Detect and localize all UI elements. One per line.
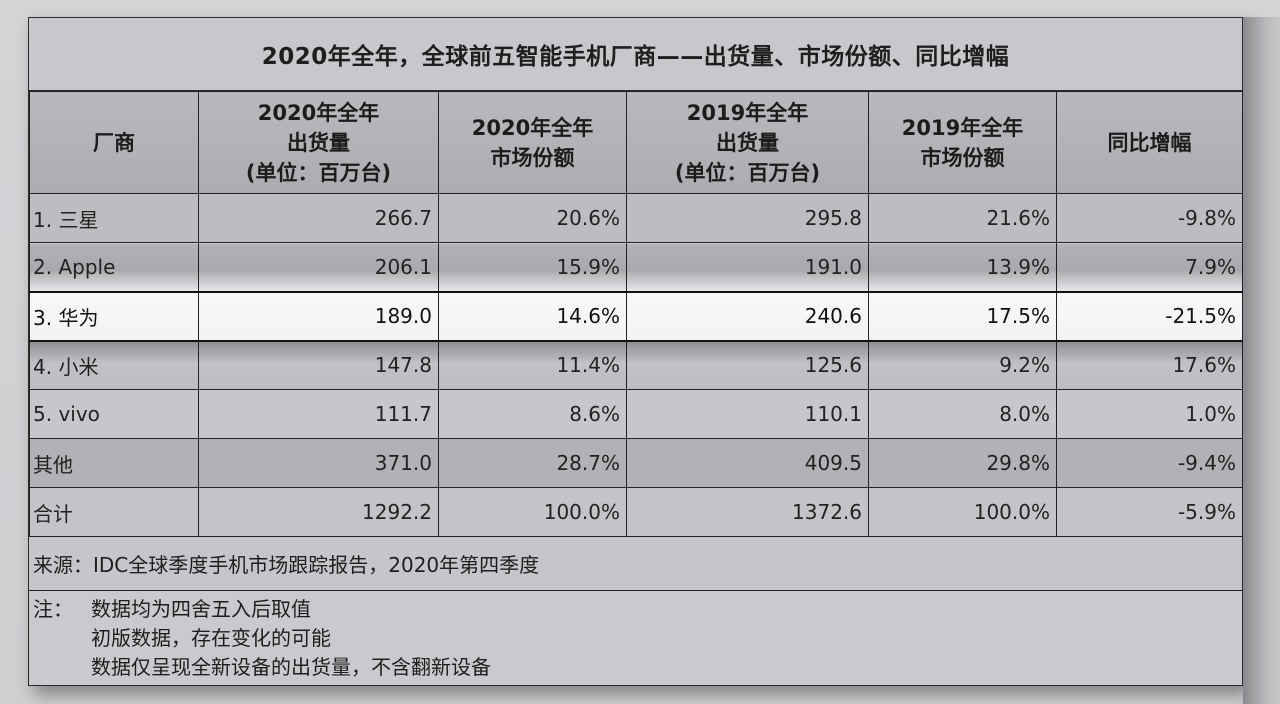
shipments-2020-cell: 206.1 [198,242,439,292]
shipments-2020-cell: 111.7 [198,389,439,439]
shipments-2019-cell: 125.6 [626,340,869,390]
shipments-2019-cell: 409.5 [626,438,869,488]
share-2020-cell: 11.4% [438,340,627,390]
vendor-cell: 1. 三星 [29,193,199,243]
header-vendor: 厂商 [29,91,199,194]
vendor-cell: 4. 小米 [29,340,199,390]
vendor-cell: 2. Apple [29,242,199,292]
shipments-2019-cell: 191.0 [626,242,869,292]
table-title: 2020年全年，全球前五智能手机厂商——出货量、市场份额、同比增幅 [29,18,1242,91]
share-2019-cell: 29.8% [868,438,1057,488]
note-line: 数据均为四舍五入后取值 [91,597,311,621]
header-row: 厂商 2020年全年 出货量 (单位：百万台) 2020年全年 市场份额 201… [29,91,1243,194]
header-yoy: 同比增幅 [1056,91,1243,194]
header-shipments-2019: 2019年全年 出货量 (单位：百万台) [626,91,869,194]
share-2019-cell: 21.6% [868,193,1057,243]
table-row-highlighted: 3. 华为 189.0 14.6% 240.6 17.5% -21.5% [29,290,1243,342]
table-row: 1. 三星 266.7 20.6% 295.8 21.6% -9.8% [29,193,1243,243]
yoy-cell: -21.5% [1056,290,1243,342]
yoy-cell: 1.0% [1056,389,1243,439]
share-2019-cell: 100.0% [868,487,1057,537]
header-share-2020: 2020年全年 市场份额 [438,91,627,194]
table-row: 其他 371.0 28.7% 409.5 29.8% -9.4% [29,438,1243,488]
note-line: 数据仅呈现全新设备的出货量，不含翻新设备 [91,655,491,679]
share-2019-cell: 9.2% [868,340,1057,390]
yoy-cell: -9.8% [1056,193,1243,243]
shipments-2020-cell: 266.7 [198,193,439,243]
shipments-2019-cell: 110.1 [626,389,869,439]
right-edge-shadow [1243,17,1280,704]
shipments-2019-cell: 1372.6 [626,487,869,537]
note-line: 初版数据，存在变化的可能 [91,626,331,650]
yoy-cell: -9.4% [1056,438,1243,488]
share-2020-cell: 14.6% [438,290,627,342]
shipments-2019-cell: 295.8 [626,193,869,243]
table-row-total: 合计 1292.2 100.0% 1372.6 100.0% -5.9% [29,487,1243,537]
shipment-table: 厂商 2020年全年 出货量 (单位：百万台) 2020年全年 市场份额 201… [29,91,1243,537]
share-2020-cell: 28.7% [438,438,627,488]
shipments-2020-cell: 1292.2 [198,487,439,537]
share-2020-cell: 8.6% [438,389,627,439]
yoy-cell: 7.9% [1056,242,1243,292]
notes-block: 注： 数据均为四舍五入后取值 初版数据，存在变化的可能 数据仅呈现全新设备的出货量… [29,591,1242,685]
share-2020-cell: 20.6% [438,193,627,243]
share-2020-cell: 15.9% [438,242,627,292]
notes-label: 注： [33,597,73,621]
table-row: 4. 小米 147.8 11.4% 125.6 9.2% 17.6% [29,340,1243,390]
vendor-cell: 3. 华为 [29,290,199,342]
header-share-2019: 2019年全年 市场份额 [868,91,1057,194]
source-note: 来源：IDC全球季度手机市场跟踪报告，2020年第四季度 [29,536,1242,591]
header-shipments-2020: 2020年全年 出货量 (单位：百万台) [198,91,439,194]
shipments-2020-cell: 189.0 [198,290,439,342]
share-2019-cell: 17.5% [868,290,1057,342]
vendor-cell: 其他 [29,438,199,488]
yoy-cell: -5.9% [1056,487,1243,537]
table-row: 5. vivo 111.7 8.6% 110.1 8.0% 1.0% [29,389,1243,439]
vendor-cell: 5. vivo [29,389,199,439]
share-2020-cell: 100.0% [438,487,627,537]
shipments-2020-cell: 371.0 [198,438,439,488]
vendor-cell: 合计 [29,487,199,537]
shipments-2019-cell: 240.6 [626,290,869,342]
share-2019-cell: 8.0% [868,389,1057,439]
shipments-2020-cell: 147.8 [198,340,439,390]
table-row: 2. Apple 206.1 15.9% 191.0 13.9% 7.9% [29,242,1243,292]
shipment-table-sheet: 2020年全年，全球前五智能手机厂商——出货量、市场份额、同比增幅 厂商 202… [28,17,1243,686]
share-2019-cell: 13.9% [868,242,1057,292]
yoy-cell: 17.6% [1056,340,1243,390]
